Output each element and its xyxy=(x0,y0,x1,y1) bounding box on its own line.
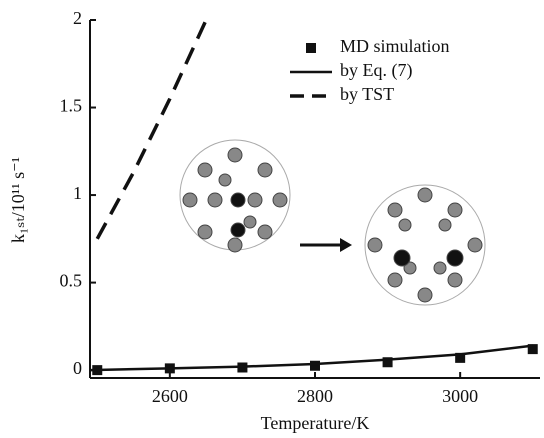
page: {"chart_data":{"type":"line", "x_label":… xyxy=(0,0,544,438)
molecule-before xyxy=(180,140,290,252)
y-axis-label: k₁ₛₜ/10¹¹ s⁻¹ xyxy=(8,157,28,243)
x-tick-label: 2800 xyxy=(297,386,333,406)
data-point xyxy=(310,361,320,371)
molecule-after xyxy=(365,185,485,305)
y-tick-label: 0 xyxy=(73,358,82,378)
x-axis-label: Temperature/K xyxy=(261,413,370,433)
legend-label: by Eq. (7) xyxy=(340,60,412,81)
y-tick-label: 1.5 xyxy=(60,96,83,116)
x-tick-label: 2600 xyxy=(152,386,188,406)
x-tick-label: 3000 xyxy=(442,386,478,406)
legend-label: MD simulation xyxy=(340,36,450,56)
chart: k₁ₛₜ/10¹¹ s⁻¹ Temperature/K 0 0.5 1 1.5 2 260… xyxy=(0,0,544,438)
arrow xyxy=(300,238,352,252)
legend-label: by TST xyxy=(340,84,394,104)
legend-marker xyxy=(306,43,316,53)
y-tick-label: 0.5 xyxy=(60,271,83,291)
y-tick-label: 2 xyxy=(73,8,82,28)
y-tick-label: 1 xyxy=(73,183,82,203)
